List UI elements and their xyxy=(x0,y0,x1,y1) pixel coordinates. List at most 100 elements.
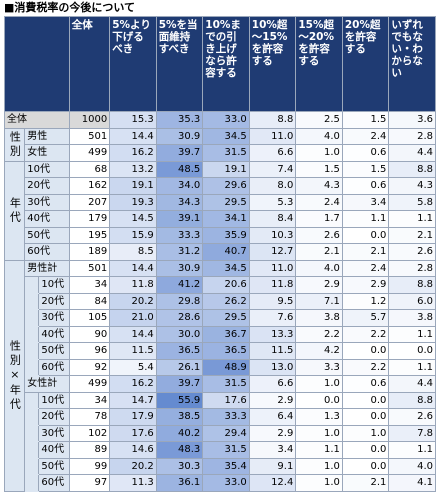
cell: 34 xyxy=(68,391,111,409)
group-label: 性別 xyxy=(3,127,26,162)
cell: 34.3 xyxy=(155,193,204,211)
cell: 1.1 xyxy=(388,210,436,228)
cell: 8.4 xyxy=(248,210,297,228)
cell: 15.9 xyxy=(109,226,157,244)
cell: 2.4 xyxy=(341,127,390,145)
cell: 90 xyxy=(68,325,111,343)
cell: 0.0 xyxy=(341,226,390,244)
cell: 29.8 xyxy=(155,292,204,310)
cell: 8.8 xyxy=(248,111,297,129)
row: 30代 207 19.3 34.3 29.5 5.3 2.4 3.4 5.8 xyxy=(5,193,436,211)
row-label: 男性計 xyxy=(24,259,70,277)
cell: 4.2 xyxy=(295,342,343,360)
cell: 2.2 xyxy=(295,325,343,343)
cell: 5.7 xyxy=(341,309,390,327)
row: 20代 162 19.1 34.0 29.6 8.0 4.3 0.6 4.3 xyxy=(5,177,436,195)
cell: 31.5 xyxy=(202,441,250,459)
cell: 189 xyxy=(68,243,111,261)
cell: 1.1 xyxy=(341,210,390,228)
indent xyxy=(24,391,40,409)
cell: 3.4 xyxy=(341,193,390,211)
cell: 36.7 xyxy=(202,325,250,343)
row: 60代 92 5.4 26.1 48.9 13.0 3.3 2.2 1.1 xyxy=(5,358,436,376)
cell: 14.6 xyxy=(109,441,157,459)
cell: 40.2 xyxy=(155,424,204,442)
row-label: 30代 xyxy=(24,193,70,211)
cell: 89 xyxy=(68,441,111,459)
row-label: 50代 xyxy=(38,457,70,475)
cell: 48.3 xyxy=(155,441,204,459)
cell: 21.0 xyxy=(109,309,157,327)
cell: 14.4 xyxy=(109,325,157,343)
cell: 10.3 xyxy=(248,226,297,244)
indent xyxy=(24,457,40,475)
row: 60代 97 11.3 36.1 33.0 12.4 1.0 2.1 4.1 xyxy=(5,474,436,492)
cell: 11.5 xyxy=(109,342,157,360)
cell: 102 xyxy=(68,424,111,442)
cell: 13.2 xyxy=(109,160,157,178)
cell: 1.0 xyxy=(341,424,390,442)
cell: 1.5 xyxy=(295,160,343,178)
cell: 0.0 xyxy=(341,441,390,459)
cell: 499 xyxy=(68,375,111,393)
cell: 40.7 xyxy=(202,243,250,261)
cell: 48.9 xyxy=(202,358,250,376)
cell: 99 xyxy=(68,457,111,475)
cell: 35.4 xyxy=(202,457,250,475)
cell: 1000 xyxy=(68,111,111,129)
cell: 0.6 xyxy=(341,177,390,195)
cell: 13.3 xyxy=(248,325,297,343)
cell: 6.0 xyxy=(388,292,436,310)
cell: 179 xyxy=(68,210,111,228)
cell: 2.9 xyxy=(248,391,297,409)
cell: 9.1 xyxy=(248,457,297,475)
cell: 29.5 xyxy=(202,193,250,211)
cell: 84 xyxy=(68,292,111,310)
row-label: 10代 xyxy=(38,276,70,294)
cell: 20.6 xyxy=(202,276,250,294)
cell: 2.9 xyxy=(248,424,297,442)
cell: 35.3 xyxy=(155,111,204,129)
row-label: 60代 xyxy=(38,474,70,492)
cell: 7.4 xyxy=(248,160,297,178)
cell: 41.2 xyxy=(155,276,204,294)
cell: 17.6 xyxy=(202,391,250,409)
cell: 16.2 xyxy=(109,144,157,162)
cell: 97 xyxy=(68,474,111,492)
cell: 2.9 xyxy=(295,276,343,294)
cell: 1.0 xyxy=(295,144,343,162)
column-header: 15%超～20%を許容する xyxy=(295,16,343,112)
row-label: 20代 xyxy=(24,177,70,195)
cell: 0.6 xyxy=(341,375,390,393)
cell: 1.0 xyxy=(295,375,343,393)
indent xyxy=(24,342,40,360)
cell: 19.1 xyxy=(109,177,157,195)
cell: 2.1 xyxy=(295,243,343,261)
cell: 105 xyxy=(68,309,111,327)
cell: 8.8 xyxy=(388,276,436,294)
cell: 36.1 xyxy=(155,474,204,492)
cell: 34.0 xyxy=(155,177,204,195)
cell: 8.8 xyxy=(388,391,436,409)
column-header: 全体 xyxy=(68,16,111,112)
group-label: 年代 xyxy=(3,160,26,261)
cell: 1.7 xyxy=(295,210,343,228)
cell: 0.6 xyxy=(341,144,390,162)
cell: 8.5 xyxy=(109,243,157,261)
cell: 4.3 xyxy=(388,177,436,195)
row: 30代 105 21.0 28.6 29.5 7.6 3.8 5.7 3.8 xyxy=(5,309,436,327)
cell: 207 xyxy=(68,193,111,211)
row: 60代 189 8.5 31.2 40.7 12.7 2.1 2.1 2.6 xyxy=(5,243,436,261)
cell: 2.4 xyxy=(341,259,390,277)
cell: 0.0 xyxy=(341,408,390,426)
cell: 1.3 xyxy=(295,408,343,426)
cell: 3.8 xyxy=(295,309,343,327)
title: ■消費税率の今後について xyxy=(4,1,136,14)
cell: 11.8 xyxy=(109,276,157,294)
indent xyxy=(24,441,40,459)
row: 40代 89 14.6 48.3 31.5 3.4 1.1 0.0 1.1 xyxy=(5,441,436,459)
cell: 3.4 xyxy=(248,441,297,459)
table: 全体 5%より下げるべき 5%を当面維持すべき 10%までの引き上げなら許容する 10%… xyxy=(3,16,436,492)
row-label: 50代 xyxy=(24,226,70,244)
cell: 31.5 xyxy=(202,375,250,393)
